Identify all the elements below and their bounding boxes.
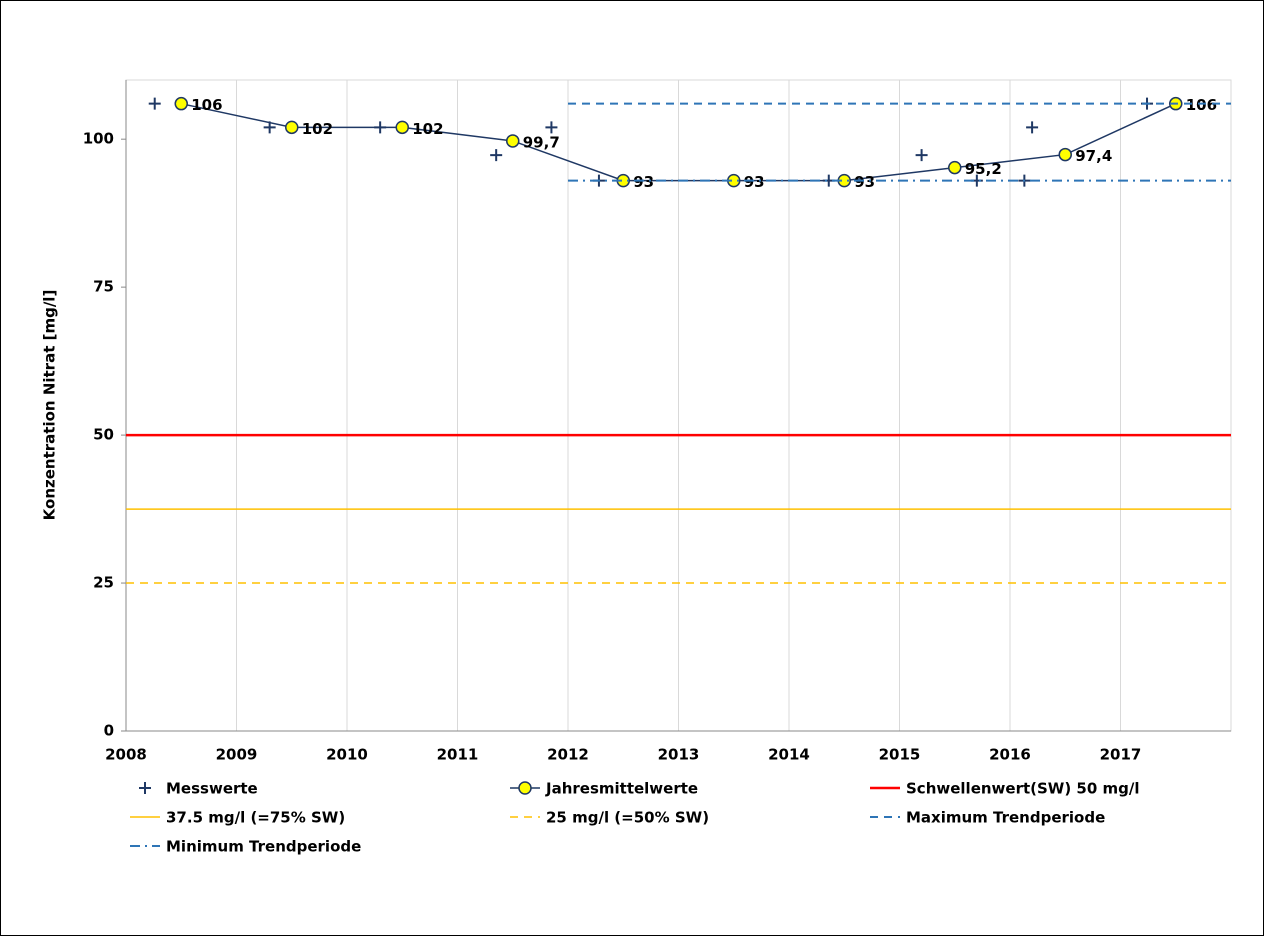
data-label: 93 [744,173,765,191]
data-point [148,97,161,110]
x-tick-label: 2017 [1100,746,1142,764]
legend-label: Minimum Trendperiode [166,838,361,856]
legend-label: Maximum Trendperiode [906,809,1105,827]
y-tick-label: 100 [83,130,114,148]
data-label: 97,4 [1075,147,1112,165]
data-point [506,134,520,148]
legend-swatch [139,782,151,794]
legend-label: 37.5 mg/l (=75% SW) [166,809,345,827]
x-tick-label: 2012 [547,746,589,764]
x-tick-label: 2013 [658,746,700,764]
data-label: 102 [412,120,443,138]
data-point [948,160,962,175]
x-tick-label: 2011 [437,746,479,764]
legend-swatch [518,781,532,795]
data-label: 106 [191,96,222,114]
x-tick-label: 2016 [989,746,1031,764]
data-point [285,120,299,135]
y-tick-label: 50 [93,426,114,444]
legend-label: Jahresmittelwerte [545,780,698,798]
legend-label: Messwerte [166,780,258,798]
legend-label: 25 mg/l (=50% SW) [546,809,709,827]
y-tick-label: 25 [93,574,114,592]
data-point [490,149,503,162]
data-point [545,121,558,134]
y-tick-label: 0 [104,722,114,740]
data-point [395,120,409,135]
legend-label: Schwellenwert(SW) 50 mg/l [906,780,1140,798]
data-label: 99,7 [523,133,560,151]
data-point [174,96,188,111]
x-tick-label: 2010 [326,746,368,764]
data-point [1026,121,1039,134]
data-label: 106 [1186,96,1217,114]
data-label: 93 [854,173,875,191]
y-axis-label: Konzentration Nitrat [mg/l] [41,290,59,521]
y-tick-label: 75 [93,278,114,296]
x-tick-label: 2014 [768,746,810,764]
data-label: 102 [302,120,333,138]
x-tick-label: 2009 [216,746,258,764]
data-point [915,149,928,162]
data-point [1058,147,1072,162]
data-label: 95,2 [965,160,1002,178]
x-tick-label: 2008 [105,746,147,764]
x-tick-label: 2015 [879,746,921,764]
data-label: 93 [633,173,654,191]
